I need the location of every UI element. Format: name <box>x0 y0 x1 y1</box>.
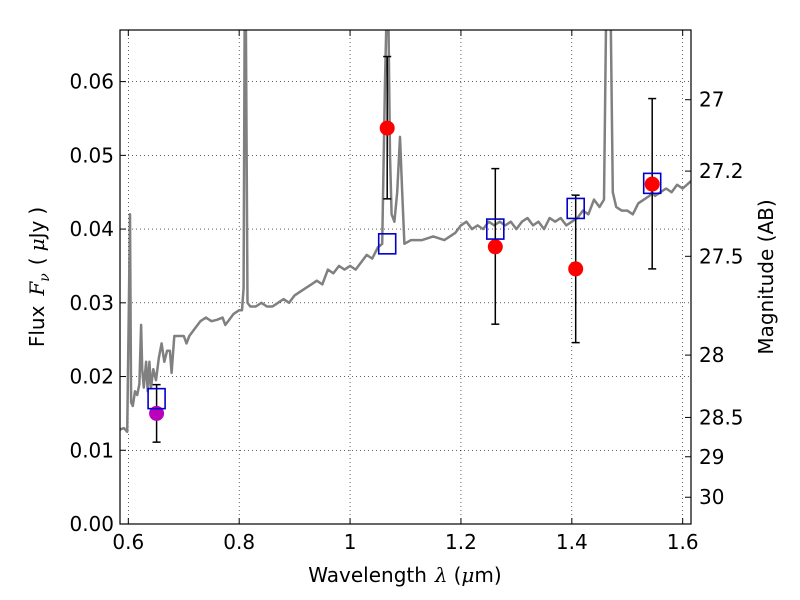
x-tick-label: 0.6 <box>112 530 144 554</box>
observed-point-special <box>149 405 165 421</box>
x-tick-label: 1 <box>344 530 357 554</box>
model-spectrum-line <box>120 30 691 434</box>
ticks-layer: 0.6 0.8 1 1.2 1.4 1.6 0.00 0.01 0.02 0.03 0.04 0.05… <box>69 30 744 554</box>
y-tick-label: 0.04 <box>69 217 114 241</box>
synthetic-points-layer <box>147 172 662 410</box>
y-axis-label: FluxFν(μJy) <box>25 207 53 347</box>
y2-tick-label: 27.2 <box>699 159 744 183</box>
observed-point <box>644 176 660 192</box>
synthetic-point <box>377 233 397 255</box>
plot-frame <box>119 29 692 525</box>
synthetic-point <box>147 387 166 410</box>
observed-points-layer <box>149 120 660 421</box>
model-spectrum-layer <box>120 30 691 434</box>
synthetic-point <box>486 218 505 240</box>
y2-tick-label: 27.5 <box>699 244 744 268</box>
y2-axis-label: Magnitude (AB) <box>754 199 778 354</box>
y2-tick-label: 30 <box>699 485 724 509</box>
x-tick-label: 1.6 <box>667 530 699 554</box>
observed-point <box>379 120 395 136</box>
x-axis-label: Wavelength λ (μm) <box>308 563 501 587</box>
y2-tick-label: 28 <box>699 343 724 367</box>
y-tick-label: 0.03 <box>69 291 114 315</box>
synthetic-point <box>642 172 662 195</box>
x-tick-label: 1.4 <box>556 530 588 554</box>
x-tick-label: 1.2 <box>445 530 477 554</box>
y2-tick-label: 28.5 <box>699 405 744 429</box>
y-tick-label: 0.05 <box>69 143 114 167</box>
errorbar-layer <box>152 55 657 443</box>
observed-point <box>568 261 584 277</box>
y-tick-label: 0.00 <box>69 512 114 536</box>
y-tick-label: 0.01 <box>69 438 114 462</box>
y-tick-label: 0.06 <box>69 70 114 94</box>
observed-point <box>487 239 503 255</box>
y-tick-label: 0.02 <box>69 365 114 389</box>
x-tick-label: 0.8 <box>223 530 255 554</box>
synthetic-point <box>566 197 585 220</box>
y2-tick-label: 27 <box>699 88 724 112</box>
y2-tick-label: 29 <box>699 445 724 469</box>
